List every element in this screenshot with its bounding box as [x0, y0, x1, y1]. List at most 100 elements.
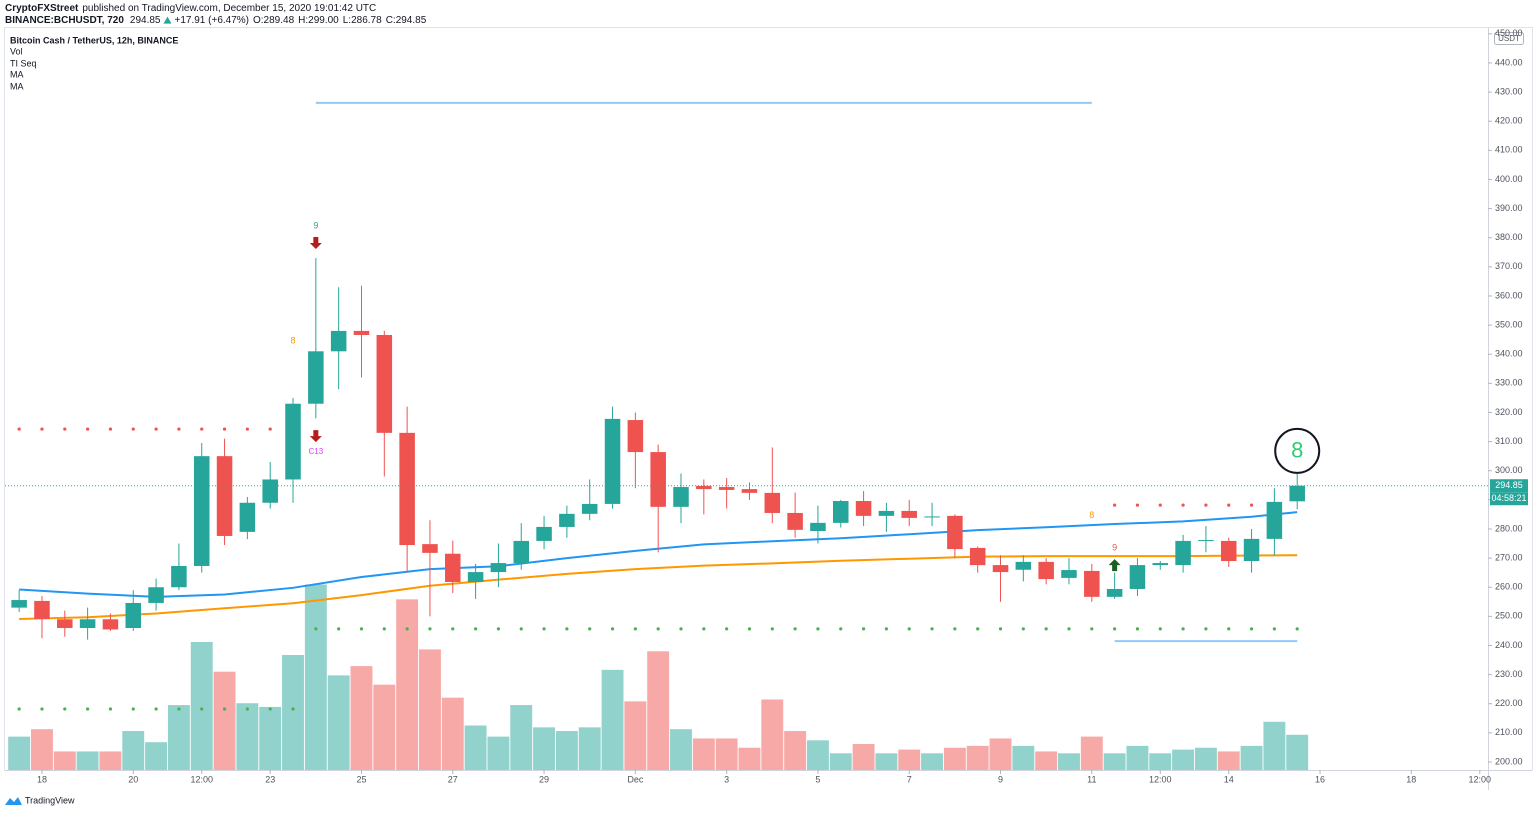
y-tick-label: 450.00 — [1495, 28, 1523, 38]
axes: 200.00 210.00 220.00 230.00 240.00 250.00 260.… — [37, 28, 1528, 784]
candle-body — [1175, 540, 1191, 566]
candle-body — [445, 553, 461, 582]
published: published on TradingView.com, December 1… — [82, 3, 376, 14]
level-dot — [976, 627, 980, 631]
last-price-tag — [1490, 479, 1528, 493]
level-dot — [747, 627, 752, 631]
volume-bar — [1286, 734, 1309, 770]
y-tick-label: 420.00 — [1495, 116, 1523, 126]
y-tick-label: 350.00 — [1495, 319, 1523, 329]
change: +17.91 (+6.47%) — [175, 15, 250, 26]
candle-body — [262, 479, 278, 503]
level-dot — [131, 427, 135, 431]
x-tick-label: 9 — [998, 774, 1003, 784]
volume-bar — [145, 742, 168, 770]
level-dot — [861, 627, 866, 631]
annotation: 8 — [1089, 510, 1094, 520]
level-dot — [884, 627, 889, 631]
level-dot — [200, 427, 204, 431]
level-dot — [679, 627, 683, 631]
level-dot — [1204, 627, 1208, 631]
level-dot — [314, 627, 318, 631]
level-dot — [245, 427, 249, 431]
volume-bar — [350, 666, 373, 770]
level-dot — [1227, 627, 1231, 631]
y-tick-label: 210.00 — [1495, 727, 1523, 737]
signal-arrow — [1108, 559, 1121, 572]
volume-bar — [464, 725, 487, 770]
x-tick-label: 18 — [37, 774, 47, 784]
candle-body — [1084, 570, 1100, 597]
level-dot — [610, 627, 615, 631]
candle-body — [604, 418, 621, 504]
candle-body — [764, 492, 781, 513]
y-tick-label: 260.00 — [1495, 582, 1523, 592]
candle-body — [399, 432, 415, 545]
y-tick-label: 200.00 — [1495, 756, 1523, 766]
candle-body — [832, 501, 849, 523]
candle-body — [581, 503, 598, 514]
volume-bar — [396, 599, 419, 770]
ohlc-open: O:289.48 — [253, 15, 295, 26]
x-tick-label: 23 — [265, 774, 275, 784]
symbol-line: BINANCE:BCHUSDT, 720 294.85 +17.91 (+6.47%… — [5, 15, 427, 26]
candle-body — [787, 512, 803, 530]
candle-body — [810, 522, 826, 532]
ohlc-close: C:294.85 — [386, 15, 427, 26]
annotation: 8 — [1291, 438, 1303, 463]
brand-logo — [5, 797, 22, 805]
y-tick-label: 240.00 — [1495, 640, 1523, 650]
volume-bar — [1012, 745, 1035, 770]
level-dot — [839, 627, 843, 631]
volume-bar — [943, 747, 966, 770]
candle-body — [969, 547, 986, 566]
level-dot — [86, 707, 90, 711]
level-dot — [770, 627, 774, 631]
x-tick-label: Dec — [627, 774, 644, 784]
x-tick-label: 3 — [724, 774, 729, 784]
candle-body — [1015, 561, 1032, 570]
level-dot — [1135, 503, 1140, 507]
level-dot — [1113, 627, 1117, 631]
level-dot — [40, 427, 44, 431]
author: CryptoFXStreet — [5, 3, 79, 14]
volume-bar — [76, 751, 99, 770]
volume-bar — [738, 747, 761, 770]
volume-bar — [31, 729, 53, 770]
symbol: BINANCE:BCHUSDT, 720 — [5, 15, 124, 26]
candle-body — [1198, 540, 1214, 542]
candle-body — [1106, 588, 1123, 597]
annotation: C13 — [308, 447, 323, 456]
x-tick-label: 12:00 — [1469, 774, 1492, 784]
candle-body — [285, 403, 301, 480]
y-tick-label: 400.00 — [1495, 174, 1523, 184]
level-dot — [86, 427, 90, 431]
level-dot — [268, 707, 272, 711]
level-dot — [154, 707, 158, 711]
y-tick-label: 390.00 — [1495, 203, 1523, 213]
y-tick-label: 380.00 — [1495, 232, 1523, 242]
volume-bar — [373, 684, 396, 770]
level-dot — [496, 627, 501, 631]
candle-body — [1243, 538, 1260, 562]
y-tick-label: 270.00 — [1495, 552, 1523, 562]
candle-body — [1266, 501, 1283, 539]
level-dot — [63, 707, 67, 711]
volume-bar — [647, 651, 670, 770]
candle-body — [467, 572, 484, 582]
level-dot — [1135, 627, 1140, 631]
candle-body — [193, 456, 210, 566]
volume-bar — [1080, 736, 1103, 770]
level-dot — [200, 707, 204, 711]
x-tick-label: 25 — [356, 774, 366, 784]
volume-bar — [1035, 751, 1058, 770]
candle-body — [34, 600, 50, 619]
candle-body — [1129, 565, 1146, 589]
candle-body — [696, 485, 712, 490]
volume-bar — [670, 729, 692, 770]
y-tick-label: 280.00 — [1495, 523, 1523, 533]
x-tick-label: 12:00 — [1149, 774, 1172, 784]
level-dot — [40, 707, 44, 711]
level-dot — [177, 707, 181, 711]
level-dot — [1295, 627, 1299, 631]
